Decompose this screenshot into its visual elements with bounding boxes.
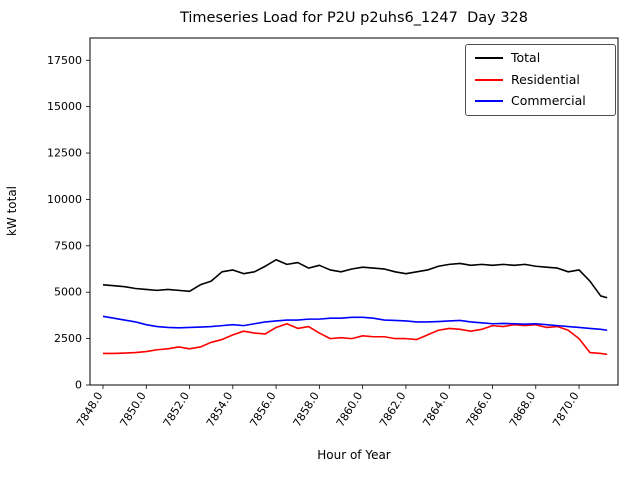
y-tick-label: 2500 [54,332,82,345]
series-line-residential [102,322,608,356]
legend-swatch-commercial [475,100,503,103]
legend-item-residential: Residential [475,71,605,87]
y-tick-label: 7500 [54,239,82,252]
y-tick-label: 15000 [47,100,82,113]
y-tick-label: 10000 [47,193,82,206]
x-tick-label: 7864.0 [420,390,451,430]
x-tick-label: 7866.0 [464,390,495,430]
series-line-commercial [102,315,608,332]
legend-swatch-residential [475,78,503,81]
x-tick-label: 7860.0 [334,390,365,430]
legend-label: Commercial [511,93,586,108]
legend-label: Total [511,50,541,65]
x-tick-label: 7856.0 [247,390,278,430]
y-tick-label: 17500 [47,54,82,67]
x-tick-label: 7854.0 [204,390,235,430]
series-line-total [102,258,608,299]
x-tick-label: 7858.0 [290,390,321,430]
y-tick-label: 0 [75,379,82,392]
x-tick-label: 7850.0 [117,390,148,430]
x-tick-label: 7868.0 [507,390,538,430]
x-tick-label: 7870.0 [550,390,581,430]
chart-title: Timeseries Load for P2U p2uhs6_1247 Day … [179,10,529,26]
x-tick-label: 7848.0 [74,390,105,430]
x-axis-label: Hour of Year [317,448,391,462]
y-tick-label: 12500 [47,147,82,160]
y-tick-label: 5000 [54,286,82,299]
legend-item-total: Total [475,50,605,65]
x-tick-label: 7862.0 [377,390,408,430]
legend: Total Residential Commercial [465,44,616,116]
legend-swatch-total [475,57,503,60]
legend-item-commercial: Commercial [475,93,605,108]
legend-label: Residential [511,71,580,87]
x-tick-label: 7852.0 [161,390,192,430]
